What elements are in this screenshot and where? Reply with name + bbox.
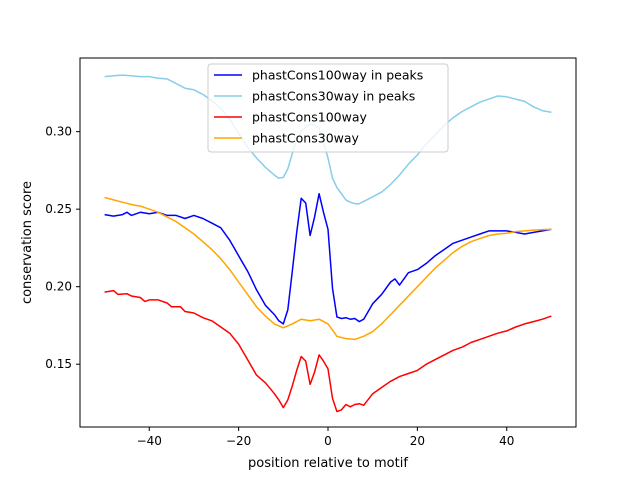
x-tick-label: 40: [499, 434, 514, 448]
y-axis-label: conservation score: [20, 181, 35, 304]
legend-label-0: phastCons100way in peaks: [252, 68, 423, 83]
x-tick-label: −40: [137, 434, 162, 448]
series-line-2: [104, 289, 552, 413]
y-tick-label: 0.20: [45, 280, 72, 294]
legend-label-2: phastCons100way: [252, 110, 367, 125]
x-tick-label: −20: [226, 434, 251, 448]
x-axis: −40 −20 0 20 40: [137, 427, 514, 448]
legend-label-3: phastCons30way: [252, 131, 360, 146]
x-axis-label: position relative to motif: [248, 456, 408, 471]
y-tick-label: 0.15: [45, 357, 72, 371]
series-line-0: [104, 192, 552, 325]
legend-label-1: phastCons30way in peaks: [252, 89, 415, 104]
legend-box: [207, 63, 449, 153]
y-tick-label: 0.25: [45, 202, 72, 216]
y-axis: 0.15 0.20 0.25 0.30: [45, 125, 80, 371]
legend: phastCons100way in peaks phastCons30way i…: [207, 63, 449, 153]
series-line-3: [104, 196, 552, 341]
y-tick-label: 0.30: [45, 125, 72, 139]
x-tick-label: 0: [324, 434, 332, 448]
x-tick-label: 20: [410, 434, 425, 448]
